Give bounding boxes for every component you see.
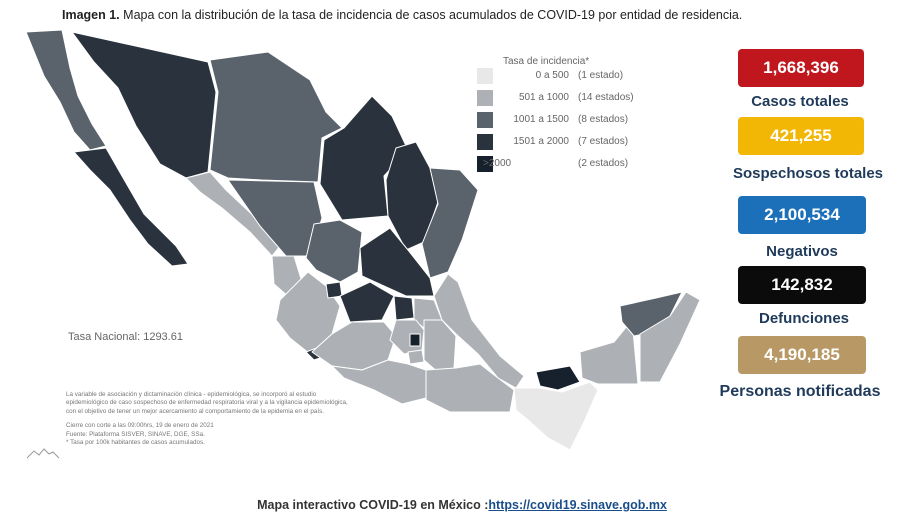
note-footnote: * Tasa por 100k habitantes de casos acum… bbox=[66, 439, 205, 447]
footer: Mapa interactivo COVID-19 en México :htt… bbox=[0, 498, 924, 512]
mexico-map bbox=[25, 29, 701, 451]
state-baja-california-sur bbox=[73, 147, 189, 267]
figure-label: Imagen 1. bbox=[62, 8, 120, 22]
footer-text: Mapa interactivo COVID-19 en México : bbox=[257, 498, 489, 512]
legend-count: (1 estado) bbox=[578, 70, 624, 81]
decorative-logo bbox=[26, 448, 60, 459]
legend-count: (7 estados) bbox=[578, 136, 629, 147]
state-chihuahua bbox=[209, 51, 343, 183]
legend-count: (2 estados) bbox=[578, 158, 629, 169]
legend-range: 1001 a 1500 bbox=[513, 114, 569, 125]
legend-count: (8 estados) bbox=[578, 114, 629, 125]
casos-totales-value: 1,668,396 bbox=[738, 49, 864, 87]
defunciones-value: 142,832 bbox=[738, 266, 866, 304]
note-line: con el objetivo de tener un mejor acerca… bbox=[66, 407, 324, 415]
legend-range: 0 a 500 bbox=[535, 70, 569, 81]
legend-count: (14 estados) bbox=[578, 92, 634, 103]
methodology-notes: La variable de asociación y dictaminació… bbox=[66, 391, 416, 447]
legend-range: 501 a 1000 bbox=[518, 92, 569, 103]
state-oaxaca bbox=[425, 363, 515, 413]
state-quintana-roo bbox=[639, 291, 701, 383]
figure-caption: Mapa con la distribución de la tasa de i… bbox=[123, 8, 743, 22]
legend-range: >2000 bbox=[483, 158, 512, 169]
legend-row: 1501 a 2000 (7 estados) bbox=[477, 134, 657, 150]
legend-row: 501 a 1000 (14 estados) bbox=[477, 90, 657, 106]
state-aguascalientes bbox=[325, 281, 343, 299]
state-sinaloa bbox=[185, 171, 281, 257]
note-line: epidemiológico de caso sospechoso de enf… bbox=[66, 399, 348, 407]
state-queretaro bbox=[393, 295, 415, 321]
state-tabasco bbox=[535, 365, 581, 391]
legend-swatch bbox=[477, 112, 493, 128]
sospechosos-totales-label: Sospechosos totales bbox=[732, 165, 884, 182]
state-guanajuato bbox=[339, 281, 395, 323]
state-morelos bbox=[407, 349, 425, 365]
state-baja-california bbox=[25, 29, 107, 151]
state-zacatecas bbox=[305, 219, 363, 283]
tasa-nacional: Tasa Nacional: 1293.61 bbox=[68, 331, 183, 343]
state-ciudad-de-mexico bbox=[409, 333, 421, 347]
personas-notificadas-value: 4,190,185 bbox=[738, 336, 866, 374]
state-chiapas bbox=[513, 381, 599, 451]
legend-row: 1001 a 1500 (8 estados) bbox=[477, 112, 657, 128]
sospechosos-totales-value: 421,255 bbox=[738, 117, 864, 155]
legend-swatch bbox=[477, 90, 493, 106]
negativos-value: 2,100,534 bbox=[738, 196, 866, 234]
legend-swatch bbox=[477, 156, 493, 172]
state-sonora bbox=[71, 31, 217, 179]
legend-row: >2000 (2 estados) bbox=[477, 156, 657, 172]
casos-totales-label: Casos totales bbox=[751, 93, 849, 110]
personas-notificadas-label: Personas notificadas bbox=[719, 383, 881, 400]
note-line: La variable de asociación y dictaminació… bbox=[66, 391, 317, 398]
note-cutoff: Cierre con corte a las 09:00hrs, 19 de e… bbox=[66, 422, 214, 430]
covid-map-link[interactable]: https://covid19.sinave.gob.mx bbox=[488, 498, 667, 512]
figure-title: Imagen 1. Mapa con la distribución de la… bbox=[62, 8, 742, 22]
state-coahuila bbox=[319, 95, 409, 221]
state-veracruz bbox=[433, 273, 525, 389]
legend-row: 0 a 500 (1 estado) bbox=[477, 68, 657, 84]
legend-swatch bbox=[477, 134, 493, 150]
note-source: Fuente: Plataforma SISVER, SINAVE, DGE, … bbox=[66, 430, 205, 438]
state-tamaulipas bbox=[421, 167, 479, 279]
legend-title: Tasa de incidencia* bbox=[503, 56, 590, 67]
state-campeche bbox=[579, 319, 639, 385]
defunciones-label: Defunciones bbox=[758, 310, 849, 327]
legend-range: 1501 a 2000 bbox=[513, 136, 569, 147]
negativos-label: Negativos bbox=[766, 243, 838, 260]
legend-swatch bbox=[477, 68, 493, 84]
